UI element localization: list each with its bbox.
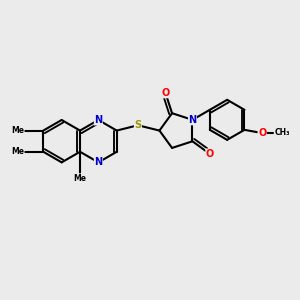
Text: N: N <box>94 158 102 167</box>
Text: O: O <box>161 88 169 98</box>
Text: Me: Me <box>11 147 24 156</box>
Text: O: O <box>206 149 214 159</box>
Text: Me: Me <box>11 126 24 135</box>
Text: N: N <box>94 115 102 125</box>
Text: Me: Me <box>74 174 86 183</box>
Text: N: N <box>188 115 196 125</box>
Text: S: S <box>134 120 142 130</box>
Text: O: O <box>258 128 266 138</box>
Text: CH₃: CH₃ <box>274 128 289 137</box>
